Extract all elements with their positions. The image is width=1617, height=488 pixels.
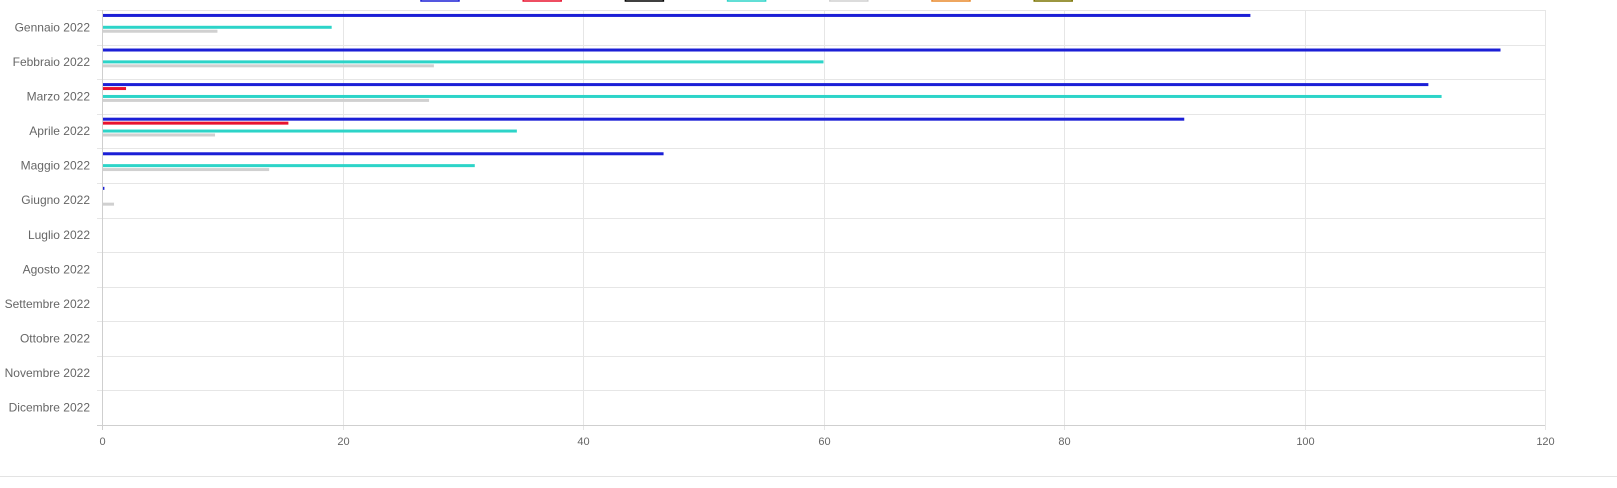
y-category-label: Marzo 2022 xyxy=(27,89,91,103)
bar-series-4[interactable] xyxy=(103,60,824,64)
y-category-label: Giugno 2022 xyxy=(21,193,90,207)
y-category-label: Agosto 2022 xyxy=(23,262,91,276)
axes: 0 20 40 60 80 100 120 Gennaio 2022 Febbraio 2022… xyxy=(5,10,1555,448)
bar-series-1[interactable] xyxy=(103,13,1251,17)
y-category-label: Novembre 2022 xyxy=(5,366,91,380)
y-category-label: Settembre 2022 xyxy=(5,297,91,311)
x-tick-label: 60 xyxy=(818,436,830,448)
legend xyxy=(420,0,1073,2)
x-tick-label: 100 xyxy=(1296,436,1314,448)
legend-swatch-series-4[interactable] xyxy=(726,0,767,2)
bar-series-1[interactable] xyxy=(103,186,105,190)
y-category-label: Dicembre 2022 xyxy=(9,401,91,415)
y-category-label: Febbraio 2022 xyxy=(13,55,91,69)
bar-series-5[interactable] xyxy=(103,168,270,172)
bar-series-4[interactable] xyxy=(103,164,475,168)
bar-series-5[interactable] xyxy=(103,29,218,33)
y-category-label: Aprile 2022 xyxy=(29,124,90,138)
bar-series-5[interactable] xyxy=(103,98,430,102)
bar-series-1[interactable] xyxy=(103,117,1185,121)
y-category-label: Ottobre 2022 xyxy=(20,332,90,346)
bar-series-5[interactable] xyxy=(103,202,115,206)
legend-swatch-series-3[interactable] xyxy=(624,0,665,2)
bar-series-1[interactable] xyxy=(103,83,1429,87)
legend-swatch-series-6[interactable] xyxy=(931,0,971,2)
bar-series-4[interactable] xyxy=(103,129,517,133)
x-tick-label: 20 xyxy=(337,436,349,448)
y-category-label: Luglio 2022 xyxy=(28,228,90,242)
bar-series-5[interactable] xyxy=(103,133,216,137)
bar-series-4[interactable] xyxy=(103,25,332,29)
legend-swatch-series-1[interactable] xyxy=(420,0,460,2)
y-category-label: Maggio 2022 xyxy=(21,159,91,173)
legend-swatch-series-5[interactable] xyxy=(829,0,869,2)
bars xyxy=(103,13,1501,206)
x-tick-label: 120 xyxy=(1536,436,1554,448)
bar-series-1[interactable] xyxy=(103,48,1501,52)
bar-series-2[interactable] xyxy=(103,87,127,91)
legend-swatch-series-7[interactable] xyxy=(1033,0,1073,2)
x-tick-label: 80 xyxy=(1058,436,1070,448)
bar-series-1[interactable] xyxy=(103,152,664,156)
bottom-divider xyxy=(0,476,1617,477)
x-tick-label: 0 xyxy=(99,436,105,448)
grid xyxy=(97,10,1546,430)
bar-series-5[interactable] xyxy=(103,64,434,68)
bar-series-2[interactable] xyxy=(103,121,289,125)
y-category-label: Gennaio 2022 xyxy=(15,20,91,34)
legend-swatch-series-2[interactable] xyxy=(522,0,562,2)
x-tick-label: 40 xyxy=(577,436,589,448)
bar-series-4[interactable] xyxy=(103,94,1442,98)
